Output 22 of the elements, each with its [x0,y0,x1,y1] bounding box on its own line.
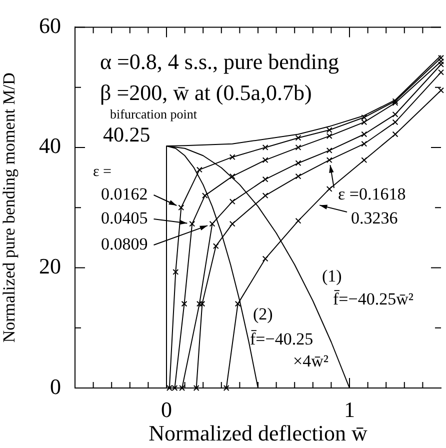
annotation: f̄=−40.25 [250,329,314,348]
annotation: 40.25 [103,122,150,147]
y-axis-title: Normalized pure bending moment M/D [0,72,19,343]
annotation: 0.0809 [101,234,148,254]
x-axis-title: Normalized deflection w̄ [148,420,368,446]
text: β =200, w̄ at (0.5a,0.7b) [100,80,312,105]
annotation: 0.0405 [101,208,148,228]
annotation: ×4w̄² [293,351,328,370]
text: α =0.8, 4 s.s., pure bending [100,48,340,74]
y-tick-label: 40 [39,133,61,158]
y-tick-label: 20 [39,254,61,279]
annotation: ε = [93,164,112,180]
y-tick-label: 60 [39,12,61,38]
annotation: ε =0.1618 [338,184,406,204]
annotation: bifurcation point [110,106,198,122]
annotation: 0.0162 [101,184,148,204]
y-tick-label: 0 [50,374,61,399]
annotation: 0.3236 [351,208,398,228]
annotation: f̄=−40.25w̄² [333,289,414,308]
annotation: (2) [253,304,273,324]
annotation: (1) [322,266,342,286]
x-tick-label: 1 [344,396,355,422]
